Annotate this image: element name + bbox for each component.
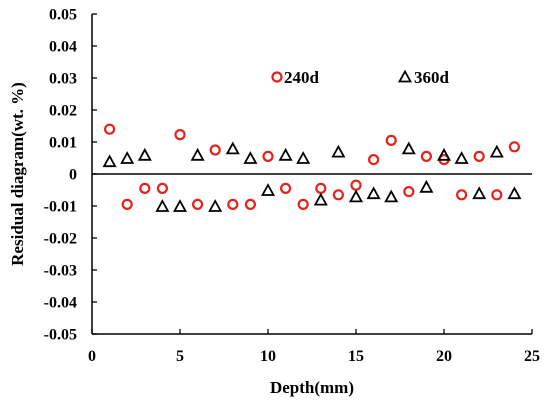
point-360d [384,189,399,203]
point-240d [332,189,344,201]
point-360d [120,151,135,164]
y-axis-title: Residual diagram(wt. %) [8,82,27,266]
point-360d [155,199,170,212]
point-240d [174,129,186,141]
y-tick-label: 0.01 [49,135,77,152]
point-240d [508,141,521,153]
point-360d [243,151,258,164]
point-240d [456,189,468,201]
plot-frame [91,14,532,335]
point-360d [313,192,328,206]
point-360d [489,144,504,158]
point-240d [262,150,274,162]
y-tick-label: 0.05 [49,7,77,24]
y-tick-label: 0 [69,167,77,184]
y-tick-label: -0.04 [44,295,77,312]
y-tick-label: 0.03 [49,71,77,88]
legend-marker-240d [271,71,283,83]
point-240d [244,198,256,210]
point-240d [139,182,151,194]
y-tick-label: -0.05 [44,327,77,344]
point-360d [366,186,381,200]
point-240d [103,123,116,135]
point-360d [331,144,346,158]
y-tick-label: -0.02 [44,231,77,248]
point-240d [192,198,204,210]
point-360d [401,141,416,155]
point-360d [278,147,293,161]
point-360d [507,186,522,200]
legend-marker-360d [397,69,413,83]
point-360d [208,199,223,212]
point-240d [473,150,485,162]
legend: 240d 360d [271,68,450,87]
y-tick-label: 0.04 [49,39,77,56]
point-360d [225,141,240,155]
point-360d [348,189,364,203]
point-240d [350,179,362,191]
y-axis-ticks: -0.05 -0.04 -0.03 -0.02 -0.01 0 0.01 0.02 0.03 0.… [44,7,97,344]
point-240d [227,198,239,210]
legend-label-360d: 360d [414,68,450,87]
point-360d [419,179,434,193]
x-tick-label: 15 [348,348,364,365]
y-tick-label: -0.01 [44,199,77,216]
point-240d [280,182,292,194]
point-240d [209,144,221,156]
x-tick-label: 20 [436,348,452,365]
y-tick-label: 0.02 [49,103,77,120]
point-240d [420,150,432,162]
point-240d [297,198,309,210]
x-axis-ticks: 0 5 10 15 20 25 [88,329,540,365]
point-240d [403,186,415,198]
point-360d [296,151,311,164]
point-360d [172,199,188,212]
point-240d [368,154,380,166]
point-240d [491,189,503,201]
y-tick-label: -0.03 [44,263,77,280]
point-240d [315,182,327,194]
point-360d [137,147,152,161]
point-360d [454,151,469,164]
point-360d [190,147,205,161]
point-240d [385,134,397,146]
point-360d [472,186,487,200]
point-360d [260,183,276,196]
x-tick-label: 5 [176,348,184,365]
x-tick-label: 0 [88,348,96,365]
point-360d [102,154,117,168]
point-360d [436,147,452,161]
x-axis-title: Depth(mm) [270,378,354,397]
point-240d [121,198,133,210]
point-240d [156,182,168,194]
data-markers [102,123,522,212]
x-tick-label: 25 [524,348,540,365]
x-tick-label: 10 [260,348,276,365]
legend-label-240d: 240d [284,68,320,87]
